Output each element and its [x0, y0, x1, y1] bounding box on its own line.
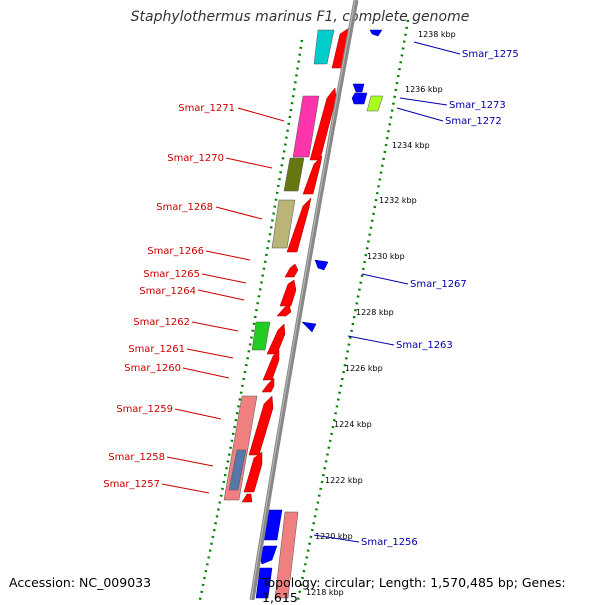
gene-label[interactable]: Smar_1270	[167, 153, 224, 164]
cds-forward-1271[interactable]	[309, 87, 337, 161]
right-gene-labels	[313, 41, 461, 543]
gene-label[interactable]: Smar_1271	[178, 103, 235, 114]
cds-forward-1259[interactable]	[248, 395, 274, 456]
feature-magenta[interactable]	[292, 95, 320, 158]
feature-cyan[interactable]	[313, 29, 335, 65]
cds-forward-1270[interactable]	[302, 155, 323, 195]
cds-forward-1268[interactable]	[286, 197, 312, 253]
gene-label[interactable]: Smar_1261	[128, 344, 185, 355]
cds-forward-1265[interactable]	[284, 263, 299, 278]
tick-label: 1238 kbp	[418, 30, 456, 39]
gene-label[interactable]: Smar_1275	[462, 49, 519, 60]
cds-forward-1261[interactable]	[262, 349, 280, 381]
gene-label[interactable]: Smar_1265	[143, 269, 200, 280]
gene-label[interactable]: Smar_1263	[396, 340, 453, 351]
tick-label: 1226 kbp	[345, 364, 383, 373]
inner-scale-track	[198, 39, 304, 600]
cds-reverse-1263[interactable]	[301, 321, 317, 333]
scale-ticks: 1238 kbp 1236 kbp 1234 kbp 1232 kbp 1230…	[306, 30, 456, 597]
tick-label: 1218 kbp	[306, 588, 344, 597]
cds-reverse-1273a[interactable]	[352, 83, 365, 93]
function-track	[223, 29, 384, 599]
genome-backbone-highlight	[250, 0, 356, 600]
cds-forward-1260[interactable]	[261, 377, 275, 393]
tick-label: 1230 kbp	[367, 252, 405, 261]
left-gene-label-text: Smar_1271 Smar_1270 Smar_1268 Smar_1266 …	[103, 103, 235, 490]
gene-label[interactable]: Smar_1256	[361, 537, 418, 548]
tick-label: 1228 kbp	[356, 308, 394, 317]
gene-label[interactable]: Smar_1257	[103, 479, 160, 490]
cds-forward-1263b[interactable]	[276, 303, 292, 317]
tick-label: 1224 kbp	[334, 420, 372, 429]
right-gene-label-text: Smar_1275 Smar_1273 Smar_1272 Smar_1267 …	[361, 49, 519, 548]
feature-lightgreen[interactable]	[366, 95, 384, 112]
cds-reverse-1256c[interactable]	[255, 567, 273, 599]
feature-olive[interactable]	[283, 157, 305, 192]
tick-label: 1234 kbp	[392, 141, 430, 150]
cds-reverse-1267[interactable]	[314, 259, 329, 271]
gene-label[interactable]: Smar_1262	[133, 317, 190, 328]
cds-forward-1262[interactable]	[266, 323, 286, 355]
gene-label[interactable]: Smar_1268	[156, 202, 213, 213]
genome-backbone	[249, 0, 359, 600]
tick-label: 1232 kbp	[379, 196, 417, 205]
feature-salmon-1256[interactable]	[274, 511, 299, 599]
cds-forward-1257[interactable]	[243, 451, 263, 493]
gene-label[interactable]: Smar_1258	[108, 452, 165, 463]
gene-label[interactable]: Smar_1272	[445, 116, 502, 127]
cds-forward-1264[interactable]	[279, 279, 297, 307]
gene-label[interactable]: Smar_1259	[116, 404, 173, 415]
left-gene-labels	[161, 107, 285, 494]
gene-label[interactable]: Smar_1264	[139, 286, 196, 297]
map-title: Staphylothermus marinus F1, complete gen…	[130, 9, 470, 25]
tick-label: 1220 kbp	[315, 532, 353, 541]
feature-green[interactable]	[251, 321, 271, 351]
gene-label[interactable]: Smar_1266	[147, 246, 204, 257]
feature-khaki[interactable]	[271, 199, 296, 249]
gene-label[interactable]: Smar_1260	[124, 363, 181, 374]
gene-label[interactable]: Smar_1273	[449, 100, 506, 111]
tick-label: 1222 kbp	[325, 476, 363, 485]
cds-reverse-1273b[interactable]	[351, 92, 368, 105]
outer-scale-track	[296, 19, 410, 600]
topology-text: Topology: circular; Length: 1,570,485 bp…	[262, 575, 566, 605]
cds-reverse-1275[interactable]	[369, 29, 383, 37]
cds-forward-small[interactable]	[241, 493, 253, 503]
gene-label[interactable]: Smar_1267	[410, 279, 467, 290]
feature-steelblue[interactable]	[228, 449, 247, 491]
accession-text: Accession: NC_009033	[9, 575, 152, 590]
tick-label: 1236 kbp	[405, 85, 443, 94]
